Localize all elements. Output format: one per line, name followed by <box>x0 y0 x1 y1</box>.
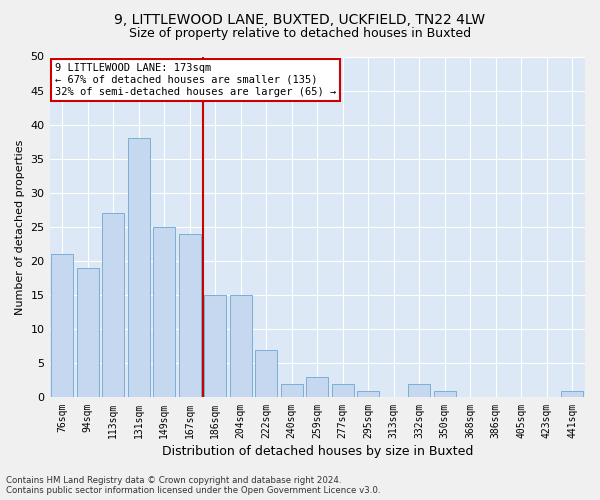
Bar <box>256 350 277 398</box>
X-axis label: Distribution of detached houses by size in Buxted: Distribution of detached houses by size … <box>161 444 473 458</box>
Text: Contains HM Land Registry data © Crown copyright and database right 2024.
Contai: Contains HM Land Registry data © Crown c… <box>6 476 380 495</box>
Text: 9 LITTLEWOOD LANE: 173sqm
← 67% of detached houses are smaller (135)
32% of semi: 9 LITTLEWOOD LANE: 173sqm ← 67% of detac… <box>55 64 336 96</box>
Bar <box>307 377 328 398</box>
Bar <box>409 384 430 398</box>
Bar <box>434 390 455 398</box>
Bar <box>562 390 583 398</box>
Bar <box>77 268 98 398</box>
Bar <box>179 234 200 398</box>
Bar <box>281 384 302 398</box>
Bar <box>128 138 149 398</box>
Bar <box>358 390 379 398</box>
Bar <box>154 227 175 398</box>
Text: 9, LITTLEWOOD LANE, BUXTED, UCKFIELD, TN22 4LW: 9, LITTLEWOOD LANE, BUXTED, UCKFIELD, TN… <box>115 12 485 26</box>
Bar <box>230 295 251 398</box>
Bar <box>332 384 353 398</box>
Bar <box>205 295 226 398</box>
Y-axis label: Number of detached properties: Number of detached properties <box>15 140 25 314</box>
Bar <box>52 254 73 398</box>
Bar <box>103 214 124 398</box>
Text: Size of property relative to detached houses in Buxted: Size of property relative to detached ho… <box>129 28 471 40</box>
